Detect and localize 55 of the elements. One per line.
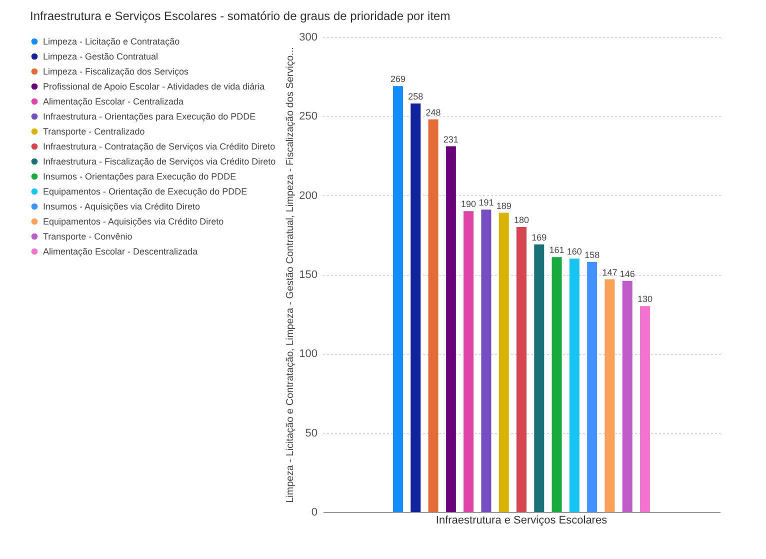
bar bbox=[410, 104, 421, 512]
y-tick-label: 300 bbox=[299, 32, 318, 44]
legend-label: Infraestrutura - Fiscalização de Serviços via Crédito Direto bbox=[43, 156, 276, 166]
data-label: 269 bbox=[390, 74, 406, 84]
legend-label: Infraestrutura - Contratação de Serviços via Crédito Direto bbox=[43, 142, 276, 152]
y-tick-label: 50 bbox=[305, 427, 318, 440]
y-tick-label: 0 bbox=[311, 506, 318, 518]
data-label: 258 bbox=[408, 92, 424, 102]
bar bbox=[428, 119, 438, 512]
legend-label: Limpeza - Licitação e Contratação bbox=[43, 36, 180, 46]
bar bbox=[552, 257, 562, 512]
data-label: 130 bbox=[637, 294, 653, 304]
legend-label: Transporte - Centralizado bbox=[43, 126, 145, 136]
legend-label: Profissional de Apoio Escolar - Atividades de vida diária bbox=[43, 82, 265, 92]
chart-title: Infraestrutura e Serviços Escolares - somatório de graus de prioridade por item bbox=[30, 9, 450, 23]
y-axis-title: Limpeza - Licitação e Contratação, Limpeza - Gestão Contratual, Limpeza - Fiscalização dos Serviço... bbox=[285, 47, 296, 503]
data-label: 146 bbox=[620, 268, 635, 279]
data-label: 169 bbox=[532, 232, 547, 242]
data-label: 161 bbox=[549, 245, 564, 256]
legend-label: Equipamentos - Orientação de Execução do PDDE bbox=[43, 186, 248, 196]
legend-label: Transporte - Convênio bbox=[43, 232, 132, 242]
bar bbox=[534, 244, 544, 512]
data-label: 189 bbox=[496, 200, 512, 211]
data-label: 158 bbox=[584, 250, 600, 260]
data-label: 248 bbox=[426, 107, 441, 118]
legend-label: Infraestrutura - Orientações para Execução do PDDE bbox=[43, 112, 256, 122]
legend-label: Equipamentos - Aquisições via Crédito Direto bbox=[43, 216, 224, 226]
y-tick-label: 200 bbox=[299, 190, 318, 202]
bar bbox=[464, 211, 474, 512]
bar bbox=[569, 258, 580, 512]
y-tick-label: 250 bbox=[299, 110, 318, 123]
legend-label: Alimentação Escolar - Descentralizada bbox=[43, 246, 198, 256]
data-label: 191 bbox=[478, 198, 494, 208]
bar bbox=[516, 227, 526, 512]
data-label: 190 bbox=[461, 199, 476, 210]
data-label: 160 bbox=[566, 246, 582, 257]
bar bbox=[587, 262, 598, 512]
legend-label: Limpeza - Fiscalização dos Serviços bbox=[43, 66, 190, 76]
data-label: 147 bbox=[602, 267, 618, 278]
bar bbox=[446, 146, 456, 512]
bar bbox=[481, 210, 492, 512]
bar bbox=[604, 279, 615, 512]
legend-label: Insumos - Aquisições via Crédito Direto bbox=[43, 202, 200, 212]
bar bbox=[392, 86, 403, 512]
legend-label: Limpeza - Gestão Contratual bbox=[43, 52, 158, 62]
bar bbox=[498, 212, 509, 512]
legend-label: Alimentação Escolar - Centralizada bbox=[43, 96, 184, 106]
bar bbox=[622, 280, 632, 512]
data-label: 231 bbox=[443, 134, 458, 144]
y-tick-label: 100 bbox=[299, 348, 318, 360]
bar bbox=[640, 306, 650, 512]
legend-label: Insumos - Orientações para Execução do PDDE bbox=[43, 172, 236, 182]
y-tick-label: 150 bbox=[299, 269, 318, 281]
data-label: 180 bbox=[514, 215, 530, 225]
x-tick-label: Infraestrutura e Serviços Escolares bbox=[436, 514, 608, 526]
